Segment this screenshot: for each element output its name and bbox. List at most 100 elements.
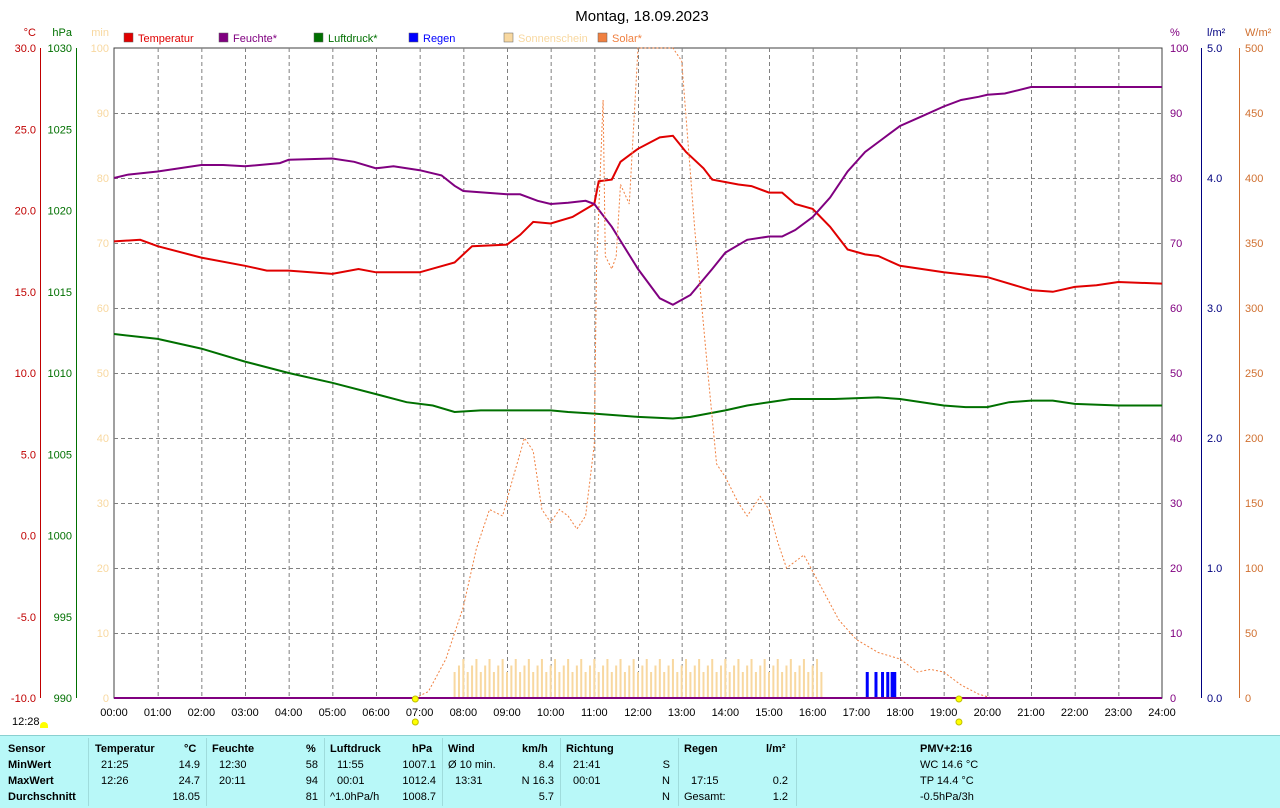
sunshine-bar (715, 672, 718, 698)
sunshine-bar (689, 672, 692, 698)
sunshine-axis-tick-label: 60 (97, 303, 109, 315)
x-tick-label: 09:00 (493, 707, 521, 719)
temperatur-min-time: 21:25 (101, 759, 129, 771)
wind-header: Wind (448, 743, 475, 755)
sunshine-bar (536, 665, 539, 698)
sunshine-bar (637, 672, 639, 698)
sun-marker-icon (411, 718, 419, 726)
sunshine-bar (466, 672, 469, 698)
solar-axis-tick-label: 350 (1245, 238, 1263, 250)
temp-axis-tick-label: 25.0 (15, 124, 36, 136)
sunshine-bar (501, 659, 504, 698)
sunshine-bar (702, 672, 705, 698)
x-tick-label: 24:00 (1148, 707, 1176, 719)
rain-axis-tick-label: 0.0 (1207, 693, 1222, 705)
richtung-min-time: 21:41 (573, 759, 601, 771)
richtung-avg-value: N (662, 791, 670, 803)
sunshine-axis-tick-label: 50 (97, 368, 109, 380)
series-line-temperatur (113, 134, 1163, 293)
x-tick-label: 06:00 (362, 707, 390, 719)
rain-bar (893, 672, 897, 698)
wind-min-value: 8.4 (538, 759, 554, 771)
luftdruck-header: Luftdruck (330, 743, 381, 755)
legend-label: Feuchte* (233, 33, 278, 45)
temp-axis-tick-label: 10.0 (15, 368, 36, 380)
temperatur-unit: °C (184, 743, 197, 755)
sunshine-axis-tick-label: 90 (97, 108, 109, 120)
sunshine-bar (488, 659, 491, 698)
sunshine-axis-tick-label: 40 (97, 433, 109, 445)
sunshine-bar (685, 659, 688, 698)
sunshine-bar (567, 659, 570, 698)
x-tick-label: 00:00 (100, 707, 128, 719)
sunshine-bar (462, 659, 465, 698)
legend-swatch (218, 32, 229, 43)
sunshine-bar (632, 659, 635, 698)
temperatur-header: Temperatur (95, 743, 155, 755)
statistics-table: Sensor MinWert MaxWert Durchschnitt Temp… (0, 735, 1280, 808)
richtung-max-value: N (662, 775, 670, 787)
humidity-axis-unit-label: % (1170, 27, 1180, 39)
x-tick-label: 15:00 (755, 707, 783, 719)
feuchte-avg-value: 81 (305, 791, 318, 803)
temp-axis-tick-label: -10.0 (11, 693, 36, 705)
solar-axis-tick-label: 250 (1245, 368, 1263, 380)
sunshine-bar (597, 672, 600, 698)
sunshine-bar (519, 672, 522, 698)
temperatur-max-value: 24.7 (178, 775, 200, 787)
temp-axis-unit-label: °C (24, 27, 36, 39)
sunshine-bar (479, 672, 482, 698)
solar-axis-tick-label: 500 (1245, 43, 1263, 55)
sunshine-bar (457, 665, 460, 698)
solar-axis-tick-label: 300 (1245, 303, 1263, 315)
feuchte-max-time: 20:11 (219, 775, 246, 787)
sunshine-bar (532, 672, 535, 698)
wind-max-value: N 16.3 (521, 775, 554, 787)
regen-max-time: 17:15 (691, 775, 719, 787)
wind-avg-label: Ø 10 min. (448, 759, 496, 771)
sunshine-bar (645, 659, 648, 698)
wind-unit: km/h (522, 743, 548, 755)
sunshine-bar (606, 659, 609, 698)
legend-label: Solar* (612, 33, 643, 45)
weather-chart: Montag, 18.09.2023 Temperatur Feuchte* Luf… (11, 8, 1272, 726)
feuchte-min-value: 58 (305, 759, 318, 771)
feuchte-min-time: 12:30 (219, 759, 247, 771)
sunshine-axis-tick-label: 0 (103, 693, 109, 705)
sunshine-bar (776, 659, 779, 698)
pressure-axis-unit-label: hPa (52, 27, 72, 39)
humidity-axis-tick-label: 100 (1170, 43, 1188, 55)
wind-max-time: 13:31 (455, 775, 483, 787)
row-label-max: MaxWert (8, 775, 54, 787)
luftdruck-max-value: 1012.4 (402, 775, 436, 787)
pmv-header: PMV+2:16 (920, 743, 973, 755)
sunshine-bar (523, 665, 526, 698)
sunshine-bar (540, 659, 543, 698)
legend-swatch (503, 32, 514, 43)
feuchte-header: Feuchte (212, 743, 255, 755)
sunshine-bar (811, 665, 814, 698)
sunshine-bar (658, 659, 661, 698)
x-tick-label: 05:00 (319, 707, 347, 719)
sunshine-bar (728, 672, 731, 698)
solar-axis-tick-label: 100 (1245, 563, 1263, 575)
sunshine-bar (654, 665, 657, 698)
rain-bar (890, 672, 894, 698)
sunshine-bar (706, 665, 709, 698)
sunshine-axis-tick-label: 70 (97, 238, 109, 250)
temperatur-max-time: 12:26 (101, 775, 129, 787)
row-label-min: MinWert (8, 759, 52, 771)
regen-unit: l/m² (766, 743, 786, 755)
temp-axis-tick-label: -5.0 (17, 612, 36, 624)
time-marker-icon (40, 722, 48, 728)
pressure-axis-tick-label: 1020 (48, 206, 72, 218)
pressure-axis-tick-label: 1015 (48, 287, 72, 299)
temperatur-avg-value: 18.05 (172, 791, 200, 803)
sunshine-bar (593, 659, 596, 698)
sun-marker-icon (955, 718, 963, 726)
x-tick-label: 16:00 (799, 707, 827, 719)
x-tick-label: 10:00 (537, 707, 565, 719)
feuchte-max-value: 94 (305, 775, 318, 787)
x-tick-label: 19:00 (930, 707, 958, 719)
pressure-axis-tick-label: 995 (54, 612, 72, 624)
